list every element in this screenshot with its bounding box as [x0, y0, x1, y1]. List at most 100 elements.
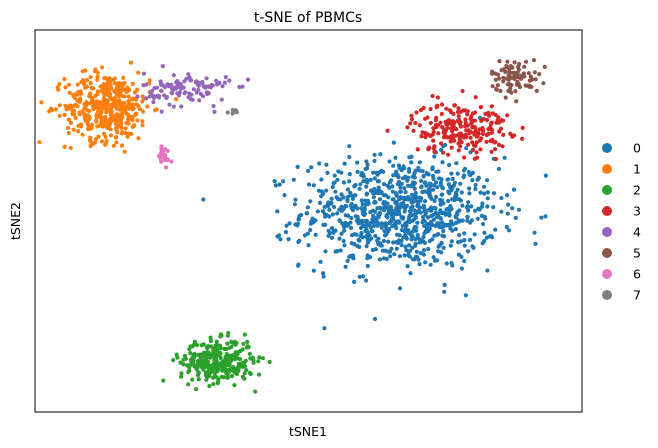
point-cluster-4: [204, 76, 209, 81]
point-cluster-4: [169, 90, 174, 95]
point-cluster-3: [423, 131, 428, 137]
point-cluster-1: [137, 106, 142, 112]
point-cluster-0: [391, 217, 396, 222]
point-cluster-1: [98, 114, 103, 119]
point-cluster-3: [465, 112, 470, 117]
point-cluster-0: [388, 254, 393, 259]
point-cluster-4: [223, 75, 228, 80]
point-cluster-0: [330, 212, 335, 217]
point-cluster-1: [115, 84, 120, 89]
point-cluster-1: [123, 106, 128, 111]
point-cluster-0: [440, 233, 445, 238]
point-cluster-4: [164, 94, 169, 100]
point-cluster-2: [211, 361, 217, 366]
point-cluster-0: [385, 215, 390, 220]
point-cluster-0: [409, 237, 414, 242]
point-cluster-3: [449, 122, 454, 127]
point-cluster-1: [65, 125, 71, 130]
point-cluster-0: [401, 166, 407, 171]
point-cluster-0: [365, 256, 370, 261]
point-cluster-0: [331, 181, 336, 186]
point-cluster-0: [347, 144, 352, 149]
point-cluster-2: [216, 377, 221, 382]
point-cluster-2: [225, 361, 230, 367]
point-cluster-3: [385, 128, 390, 133]
point-cluster-0: [308, 227, 313, 233]
point-cluster-5: [514, 99, 519, 104]
point-cluster-0: [376, 236, 381, 241]
point-cluster-1: [147, 78, 152, 83]
point-cluster-1: [82, 115, 87, 120]
point-cluster-1: [96, 100, 101, 105]
point-cluster-0: [296, 263, 301, 268]
point-cluster-0: [386, 195, 391, 200]
point-cluster-5: [489, 71, 495, 76]
point-cluster-0: [513, 215, 518, 220]
point-cluster-1: [113, 121, 118, 126]
point-cluster-0: [396, 240, 401, 245]
point-cluster-2: [201, 350, 206, 355]
point-cluster-0: [404, 203, 409, 208]
point-cluster-0: [423, 260, 428, 265]
point-cluster-2: [181, 362, 186, 367]
point-cluster-0: [436, 169, 441, 174]
point-cluster-1: [71, 127, 76, 132]
point-cluster-0: [373, 200, 378, 205]
point-cluster-0: [379, 225, 384, 230]
legend-marker-7: [602, 290, 612, 300]
point-cluster-1: [125, 134, 130, 139]
point-cluster-4: [144, 96, 149, 101]
point-cluster-0: [426, 246, 431, 252]
point-cluster-1: [122, 94, 127, 99]
point-cluster-0: [355, 169, 360, 174]
point-cluster-3: [428, 107, 433, 112]
point-cluster-0: [405, 264, 410, 269]
point-cluster-5: [512, 60, 517, 65]
point-cluster-3: [470, 140, 475, 145]
legend-marker-4: [602, 227, 612, 237]
point-cluster-2: [190, 377, 195, 382]
point-cluster-5: [533, 77, 538, 82]
point-cluster-0: [458, 181, 463, 186]
point-cluster-0: [458, 198, 463, 203]
point-cluster-0: [462, 166, 468, 171]
point-cluster-0: [404, 235, 409, 240]
point-cluster-3: [420, 130, 425, 135]
point-cluster-1: [132, 123, 137, 128]
point-cluster-0: [387, 221, 392, 226]
point-cluster-0: [416, 209, 421, 214]
point-cluster-0: [305, 205, 310, 210]
point-cluster-0: [286, 237, 291, 242]
point-cluster-0: [323, 249, 328, 254]
point-cluster-1: [104, 123, 109, 128]
point-cluster-0: [306, 182, 312, 187]
point-cluster-2: [239, 363, 244, 368]
point-cluster-0: [442, 289, 447, 294]
point-cluster-0: [414, 228, 419, 233]
point-cluster-1: [104, 110, 109, 115]
point-cluster-5: [516, 81, 521, 87]
point-cluster-0: [453, 220, 459, 226]
point-cluster-3: [456, 114, 461, 119]
point-cluster-1: [82, 82, 87, 87]
point-cluster-1: [94, 104, 99, 109]
point-cluster-0: [412, 171, 417, 176]
point-cluster-3: [439, 111, 444, 117]
point-cluster-1: [66, 82, 72, 87]
point-cluster-1: [106, 89, 111, 95]
point-cluster-0: [423, 189, 428, 194]
point-cluster-1: [119, 125, 124, 131]
point-cluster-0: [355, 214, 360, 219]
point-cluster-0: [467, 191, 472, 196]
point-cluster-3: [441, 150, 446, 155]
point-cluster-4: [227, 78, 232, 83]
point-cluster-2: [214, 339, 219, 344]
point-cluster-3: [419, 134, 424, 139]
point-cluster-5: [534, 88, 539, 93]
point-cluster-4: [151, 100, 156, 105]
point-cluster-0: [475, 216, 480, 221]
point-cluster-1: [114, 140, 119, 145]
point-cluster-4: [159, 109, 164, 114]
point-cluster-1: [118, 89, 123, 95]
point-cluster-0: [439, 250, 444, 255]
